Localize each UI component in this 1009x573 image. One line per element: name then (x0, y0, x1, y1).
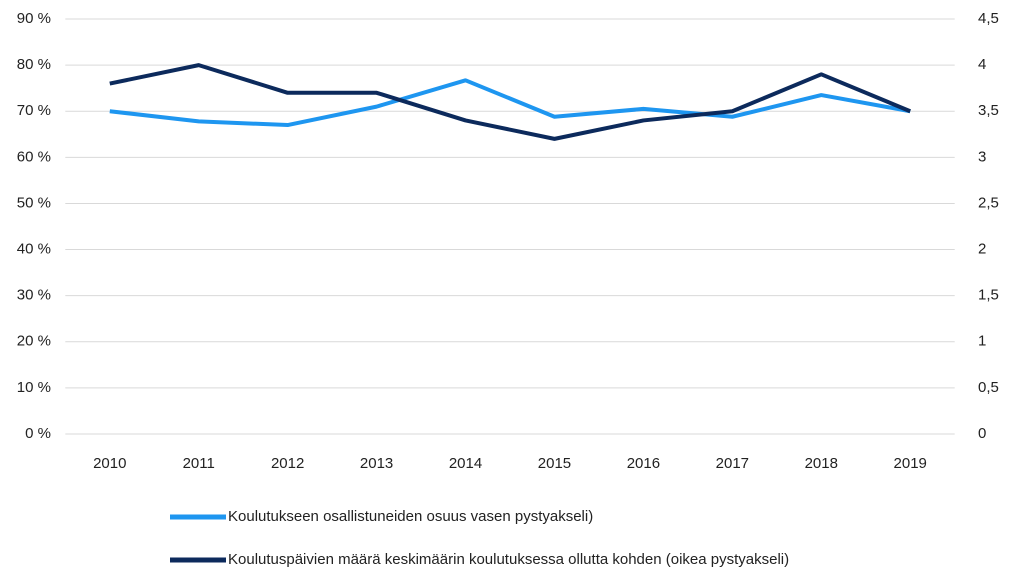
y-tick-label: 80 % (17, 56, 51, 73)
y2-tick-label: 1 (978, 333, 986, 350)
y-tick-label: 0 % (25, 425, 51, 442)
y2-tick-label: 3 (978, 148, 986, 165)
line-series (109, 78, 911, 128)
y-tick-label: 60 % (17, 148, 51, 165)
y2-tick-label: 4,5 (978, 10, 999, 27)
y2-tick-label: 4 (978, 56, 986, 73)
y-tick-label: 20 % (17, 333, 51, 350)
x-tick-label: 2016 (627, 455, 660, 472)
x-tick-label: 2011 (183, 455, 215, 472)
y2-tick-label: 0 (978, 425, 986, 442)
y-tick-label: 30 % (17, 287, 51, 304)
y2-tick-label: 2 (978, 241, 986, 258)
x-tick-label: 2010 (93, 455, 126, 472)
y-tick-label: 70 % (17, 102, 51, 119)
y-tick-label: 40 % (17, 241, 51, 258)
x-tick-label: 2015 (538, 455, 571, 472)
x-tick-label: 2018 (805, 455, 838, 472)
x-tick-label: 2013 (360, 455, 393, 472)
y2-tick-label: 1,5 (978, 287, 999, 304)
legend-label: Koulutukseen osallistuneiden osuus vasen… (228, 508, 593, 525)
y2-tick-label: 3,5 (978, 102, 999, 119)
y2-tick-label: 0,5 (978, 379, 999, 396)
y-tick-label: 10 % (17, 379, 51, 396)
x-tick-label: 2012 (271, 455, 304, 472)
y-tick-label: 90 % (17, 10, 51, 27)
y-tick-label: 50 % (17, 194, 51, 211)
line-series (109, 63, 911, 141)
x-tick-label: 2014 (449, 455, 482, 472)
y2-tick-label: 2,5 (978, 194, 999, 211)
x-tick-label: 2019 (894, 455, 927, 472)
x-tick-label: 2017 (716, 455, 749, 472)
legend-label: Koulutuspäivien määrä keskimäärin koulut… (228, 551, 789, 568)
